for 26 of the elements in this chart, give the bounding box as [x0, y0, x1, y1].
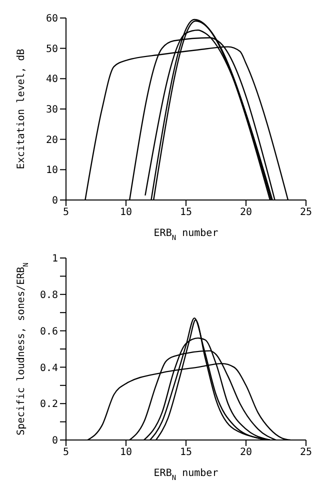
y-tick-label: 0.2	[40, 399, 58, 410]
x-tick-label: 15	[180, 207, 192, 218]
y-tick-label: 1	[52, 254, 58, 265]
y-tick-label: 0.6	[40, 326, 58, 338]
y-tick-label: 40	[46, 74, 58, 86]
y-tick-label: 0.8	[40, 290, 58, 301]
x-axis-title: ERB$_{N}$ number	[154, 228, 218, 242]
y-tick-label: 30	[46, 104, 58, 116]
y-tick-label: 20	[46, 134, 58, 146]
y-tick-label: 50	[46, 44, 58, 55]
x-tick-label: 10	[120, 447, 132, 458]
x-tick-label: 10	[120, 207, 132, 218]
x-tick-label: 20	[240, 207, 252, 218]
x-tick-label: 15	[180, 447, 192, 458]
y-tick-label: 10	[46, 165, 58, 176]
y-tick-label: 0.4	[40, 362, 58, 374]
x-axis-title: ERB$_{N}$ number	[154, 468, 218, 482]
y-tick-label: 0	[52, 196, 58, 207]
x-tick-label: 20	[240, 447, 252, 458]
x-tick-label: 5	[62, 447, 70, 458]
x-tick-label: 25	[300, 207, 312, 218]
y-axis-title: Excitation level, dB	[16, 48, 27, 170]
x-tick-label: 5	[62, 207, 70, 218]
y-tick-label: 60	[46, 14, 58, 25]
y-tick-label: 0	[52, 436, 58, 447]
x-tick-label: 25	[300, 447, 312, 458]
